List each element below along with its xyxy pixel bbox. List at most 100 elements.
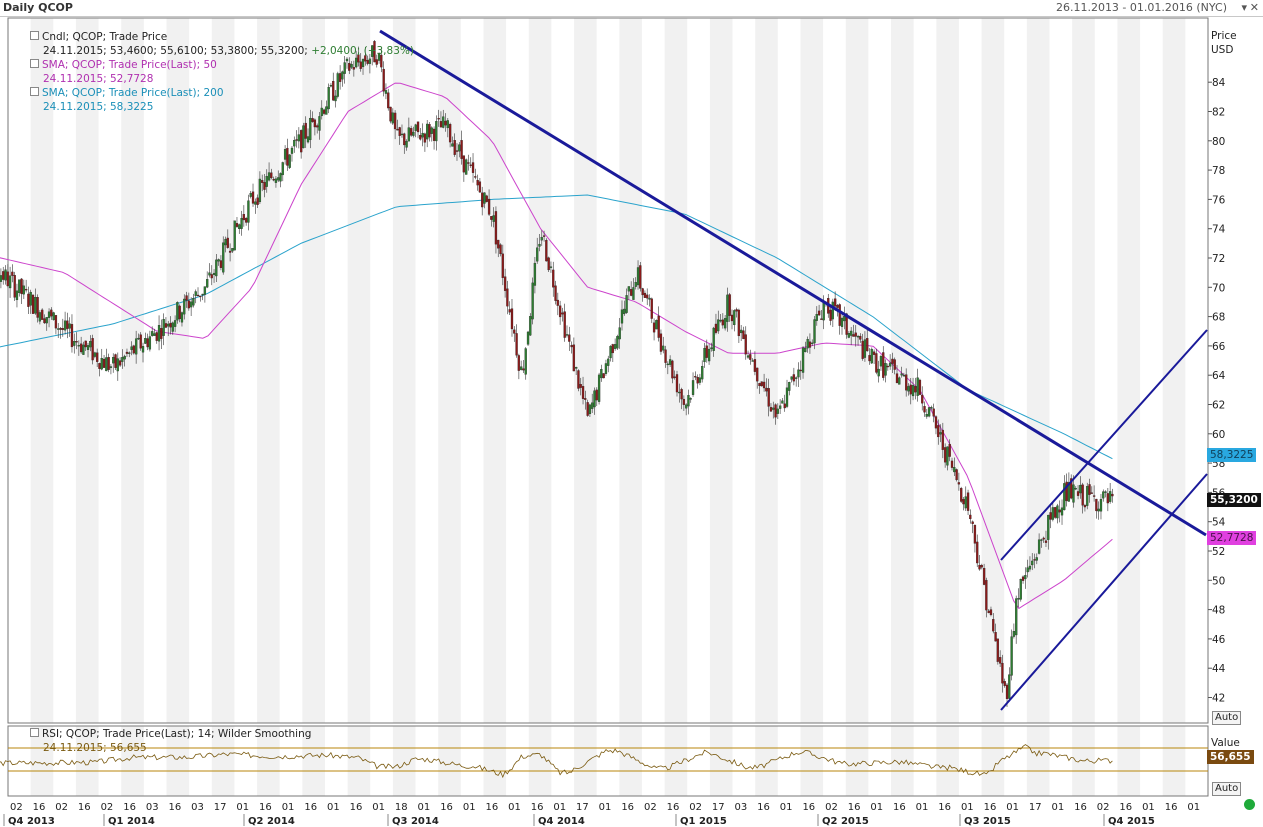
candle-body (774, 404, 777, 418)
candle-body (357, 54, 360, 63)
candle-body (847, 333, 851, 338)
x-tick-label: 16 (621, 802, 634, 813)
candle-body (240, 218, 243, 229)
candle-body (455, 150, 459, 152)
candle-body (888, 362, 892, 367)
candle-body (178, 305, 181, 320)
candle-body (1074, 487, 1077, 490)
price-panel-frame (7, 17, 1209, 724)
candle-body (817, 310, 821, 316)
legend-cndl[interactable]: Cndl; QCOP; Trade Price (30, 30, 414, 44)
x-tick-label: 01 (508, 802, 521, 813)
candle-body (98, 363, 101, 369)
candle-body (792, 374, 796, 382)
candle-body (100, 358, 103, 370)
candle-body (969, 514, 972, 520)
candle-body (985, 580, 988, 611)
y-tick-label: 60 (1212, 429, 1225, 441)
candle-body (29, 291, 32, 306)
candle-body (272, 178, 275, 181)
candle-body (61, 327, 64, 330)
x-tick-label: 01 (1006, 802, 1019, 813)
y-tick-label: 74 (1212, 224, 1226, 236)
candle-body (701, 366, 704, 380)
candle-body (756, 367, 759, 382)
candle-body (329, 85, 333, 87)
rsi-layer (0, 744, 1208, 779)
candle-body (265, 176, 268, 187)
price-auto-button[interactable]: Auto (1212, 711, 1242, 725)
candle-body (898, 377, 901, 385)
stripe (891, 18, 914, 723)
legend-toggle-icon[interactable] (30, 31, 39, 40)
price-axis-unit: USD (1211, 44, 1234, 56)
close-icon[interactable]: ✕ (1249, 1, 1259, 14)
candle-body (389, 106, 392, 122)
candle-body (1090, 492, 1093, 494)
candle-body (833, 298, 837, 307)
candle-body (137, 337, 140, 340)
candle-body (577, 370, 580, 389)
candle-body (194, 291, 197, 296)
candle-body (279, 173, 282, 182)
sma200-layer (0, 194, 1113, 460)
candle-body (962, 499, 965, 505)
candle-body (79, 343, 83, 353)
candle-body (371, 45, 374, 57)
candle-body (318, 116, 321, 131)
candle-body (749, 354, 752, 360)
legend-toggle-icon[interactable] (30, 87, 39, 96)
candle-body (916, 377, 919, 396)
candle-body (941, 429, 944, 450)
x-tick-label: 16 (984, 802, 997, 813)
x-tick-label: 16 (1074, 802, 1087, 813)
candle-body (730, 314, 734, 322)
candle-body (82, 344, 85, 355)
candle-body (43, 318, 46, 324)
candle-body (173, 320, 177, 327)
stripe (211, 726, 235, 796)
candle-body (1028, 565, 1032, 570)
x-tick-label: 17 (214, 802, 227, 813)
candle-body (554, 285, 557, 301)
candle-body (485, 195, 488, 202)
candle-body (157, 325, 161, 342)
candle-body (584, 398, 587, 400)
rsi-auto-button[interactable]: Auto (1212, 782, 1242, 796)
candle-body (222, 242, 225, 273)
candle-body (639, 265, 642, 289)
x-tick-label: 16 (1165, 802, 1178, 813)
stripe (1162, 726, 1186, 796)
legend-sma200[interactable]: SMA; QCOP; Trade Price(Last); 200 (30, 86, 414, 100)
candle-body (497, 239, 500, 249)
stripe (1162, 18, 1186, 723)
candle-body (217, 259, 220, 262)
candle-body (277, 177, 280, 181)
candle-body (1021, 576, 1025, 581)
candle-body (1056, 505, 1059, 519)
candle-body (476, 179, 479, 186)
x-tick-label: 02 (689, 802, 702, 813)
candle-body (57, 328, 60, 330)
candle-body (345, 58, 349, 62)
minimize-icon[interactable]: ▾ (1241, 1, 1247, 14)
legend-toggle-icon[interactable] (30, 728, 39, 737)
y-tick-label: 42 (1212, 693, 1225, 705)
legend-rsi[interactable]: RSI; QCOP; Trade Price(Last); 14; Wilder… (30, 727, 311, 741)
candle-body (167, 323, 170, 327)
candle-body (927, 407, 931, 417)
legend-toggle-icon[interactable] (30, 59, 39, 68)
candle-body (914, 386, 917, 393)
candle-body (840, 317, 844, 327)
candle-body (939, 432, 942, 435)
candle-body (930, 407, 933, 409)
candle-body (453, 140, 456, 155)
candle-body (451, 143, 454, 147)
candle-body (501, 253, 504, 278)
candle-body (490, 216, 493, 220)
candle-body (737, 309, 741, 337)
candle-body (680, 389, 683, 400)
candle-body (304, 122, 307, 139)
legend-sma50[interactable]: SMA; QCOP; Trade Price(Last); 50 (30, 58, 414, 72)
